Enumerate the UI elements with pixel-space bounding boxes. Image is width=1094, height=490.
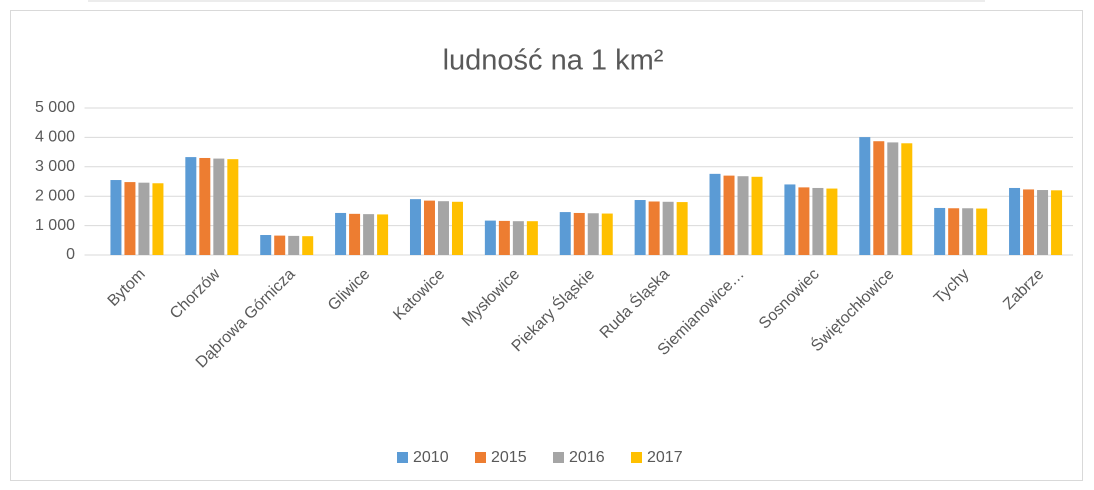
bar — [723, 175, 735, 255]
bar — [873, 141, 885, 255]
bar — [948, 208, 960, 255]
bar — [484, 220, 496, 255]
legend-label: 2017 — [647, 449, 683, 466]
x-tick-label: Gliwice — [325, 266, 374, 315]
bar — [199, 157, 211, 255]
bar — [1051, 190, 1063, 255]
bar — [110, 180, 122, 255]
bar — [138, 182, 150, 255]
chart-title: ludność na 1 km² — [443, 45, 664, 77]
bar — [662, 201, 674, 255]
bar — [302, 236, 314, 255]
y-tick-label: 2 000 — [35, 187, 75, 204]
bar — [976, 208, 988, 255]
legend-swatch — [475, 452, 486, 463]
bar — [498, 220, 510, 255]
bar — [601, 213, 613, 255]
y-tick-label: 0 — [66, 246, 75, 263]
bar — [152, 183, 164, 255]
y-tick-label: 5 000 — [35, 99, 75, 116]
bar — [962, 208, 974, 255]
bar — [887, 142, 899, 255]
bar — [377, 214, 389, 255]
bar — [587, 213, 599, 255]
y-tick-label: 3 000 — [35, 158, 75, 175]
bar — [335, 212, 347, 255]
bar — [1009, 187, 1021, 255]
bar — [798, 187, 810, 255]
bar — [512, 221, 524, 255]
bar — [559, 212, 571, 255]
legend-label: 2010 — [413, 449, 449, 466]
bar — [288, 235, 300, 255]
x-tick-label: Ruda Śląska — [595, 264, 673, 342]
chart-frame — [10, 10, 1083, 481]
bar — [1037, 190, 1049, 255]
bar — [213, 158, 225, 255]
bar — [185, 157, 197, 255]
bar — [648, 201, 660, 255]
bar — [274, 235, 286, 255]
bar — [363, 214, 375, 255]
x-tick-label: Tychy — [931, 266, 973, 308]
x-tick-label: Katowice — [390, 266, 448, 324]
x-tick-label: Zabrze — [1000, 266, 1047, 313]
bar — [573, 212, 585, 255]
bar — [859, 137, 871, 255]
bar — [737, 176, 749, 255]
y-tick-label: 4 000 — [35, 129, 75, 146]
x-tick-label: Mysłowice — [459, 266, 523, 330]
bar — [676, 202, 688, 255]
bar — [634, 200, 646, 255]
bar — [260, 235, 272, 255]
bar — [709, 173, 721, 255]
legend-label: 2016 — [569, 449, 605, 466]
legend-label: 2015 — [491, 449, 527, 466]
bar — [812, 187, 824, 255]
bar — [349, 213, 361, 255]
x-tick-label: Chorzów — [167, 265, 224, 322]
x-tick-label: Bytom — [105, 266, 149, 310]
legend-swatch — [397, 452, 408, 463]
bar — [526, 221, 538, 255]
bar — [451, 201, 463, 255]
x-tick-label: Sosnowiec — [756, 266, 823, 333]
bar — [437, 201, 449, 255]
y-tick-label: 1 000 — [35, 217, 75, 234]
bar — [901, 143, 913, 255]
legend-swatch — [631, 452, 642, 463]
bar — [409, 199, 421, 255]
bar — [423, 200, 435, 255]
bar — [934, 207, 946, 255]
bar — [227, 159, 239, 255]
bar — [1023, 189, 1035, 255]
legend-swatch — [553, 452, 564, 463]
bar — [124, 182, 136, 255]
bar — [751, 176, 763, 255]
bar — [826, 188, 838, 255]
bar — [784, 184, 796, 255]
